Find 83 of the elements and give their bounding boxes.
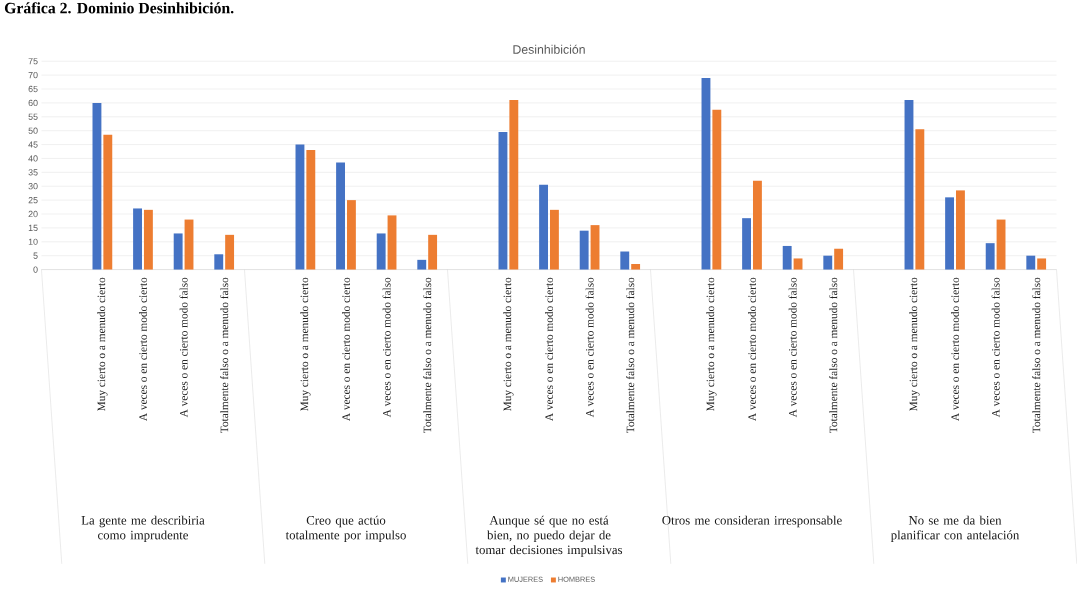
x-tick-label: A veces o en cierto modo falso <box>382 277 391 418</box>
x-tick-label: Muy cierto o a menudo cierto <box>97 277 108 411</box>
bar <box>590 224 600 270</box>
x-tick-label: Totalmente falso o a menudo falso <box>1032 277 1041 433</box>
bar <box>225 234 235 270</box>
x-tick-label: A veces o en cierto modo falso <box>991 277 1000 418</box>
y-tick-label: 75 <box>28 57 38 65</box>
bar <box>904 99 914 270</box>
x-tick-label: A veces o en cierto modo cierto <box>748 277 756 421</box>
y-tick-label: 65 <box>28 85 38 92</box>
text: La gente me describiria como imprudente <box>81 515 205 542</box>
bar <box>498 131 508 270</box>
bar <box>620 251 630 270</box>
bar <box>143 209 153 270</box>
bar <box>956 190 965 270</box>
bar <box>376 233 386 270</box>
x-tick-label: A veces o en cierto modo cierto <box>545 277 553 421</box>
x-tick-label: Muy cierto o a menudo cierto <box>706 277 717 411</box>
y-tick-label: 55 <box>28 113 38 120</box>
bar <box>295 144 305 270</box>
text: Gráfica 2. Dominio Desinhibición. <box>4 1 234 14</box>
x-tick-label: A veces o en cierto modo falso <box>788 277 797 418</box>
bar <box>701 77 711 270</box>
y-tick-label: 35 <box>28 169 38 176</box>
y-tick-label: 20 <box>28 210 38 217</box>
bar <box>417 259 427 270</box>
text: No se me da bien planificar con antelación <box>890 515 1020 542</box>
bar <box>549 209 559 270</box>
x-tick-label: Totalmente falso o a menudo falso <box>626 277 635 433</box>
y-tick-label: 5 <box>33 252 38 259</box>
text: Aunque sé que no está bien, no puedo dejar de tomar decisiones impulsivas <box>475 515 623 557</box>
x-tick-label: Muy cierto o a menudo cierto <box>503 277 514 411</box>
bar <box>387 215 397 270</box>
x-tick-label: Totalmente falso o a menudo falso <box>423 277 432 433</box>
text: Creo que actúo totalmente por impulso <box>285 515 406 542</box>
y-tick-label: 30 <box>28 182 38 190</box>
y-tick-label: 15 <box>28 224 38 231</box>
bar <box>985 242 995 270</box>
x-tick-label: A veces o en cierto modo falso <box>585 277 594 418</box>
y-tick-label: 40 <box>28 155 38 162</box>
x-tick-label: Muy cierto o a menudo cierto <box>909 277 920 411</box>
bar <box>823 255 833 270</box>
bar <box>306 149 316 270</box>
bar <box>996 219 1006 270</box>
x-tick-label: Totalmente falso o a menudo falso <box>220 277 229 433</box>
y-tick-label: 10 <box>28 238 38 245</box>
bar <box>631 263 641 270</box>
bar <box>793 258 803 270</box>
bar <box>509 99 519 270</box>
bar <box>782 245 792 270</box>
y-tick-label: 25 <box>28 196 38 204</box>
y-tick-label: 60 <box>28 99 38 106</box>
y-tick-label: 0 <box>33 266 38 273</box>
bar <box>752 180 762 270</box>
bar <box>712 109 722 270</box>
bar <box>1037 258 1047 270</box>
bar <box>103 134 113 270</box>
y-tick-label: 45 <box>28 141 38 148</box>
bar <box>834 248 844 270</box>
x-tick-label: Totalmente falso o a menudo falso <box>829 277 838 433</box>
bar <box>742 217 752 270</box>
bar <box>184 219 194 270</box>
x-tick-label: A veces o en cierto modo cierto <box>951 277 959 421</box>
y-tick-label: 50 <box>28 127 38 134</box>
bar <box>579 230 589 270</box>
bar <box>346 199 356 270</box>
bar <box>336 162 345 270</box>
bar <box>133 208 142 270</box>
x-tick-label: A veces o en cierto modo falso <box>179 277 188 418</box>
x-tick-label: A veces o en cierto modo cierto <box>342 277 350 421</box>
text: Otros me consideran irresponsable <box>662 515 842 528</box>
bar <box>915 129 925 270</box>
bar <box>92 102 102 270</box>
x-tick-label: A veces o en cierto modo cierto <box>139 277 147 421</box>
bar <box>173 233 183 270</box>
bar <box>1026 255 1036 270</box>
y-tick-label: 70 <box>28 71 38 79</box>
bar <box>214 254 224 270</box>
bar <box>539 184 549 270</box>
x-tick-label: Muy cierto o a menudo cierto <box>300 277 311 411</box>
bar <box>428 234 438 270</box>
chart-title: Desinhibición <box>513 44 585 54</box>
bar <box>945 197 955 270</box>
